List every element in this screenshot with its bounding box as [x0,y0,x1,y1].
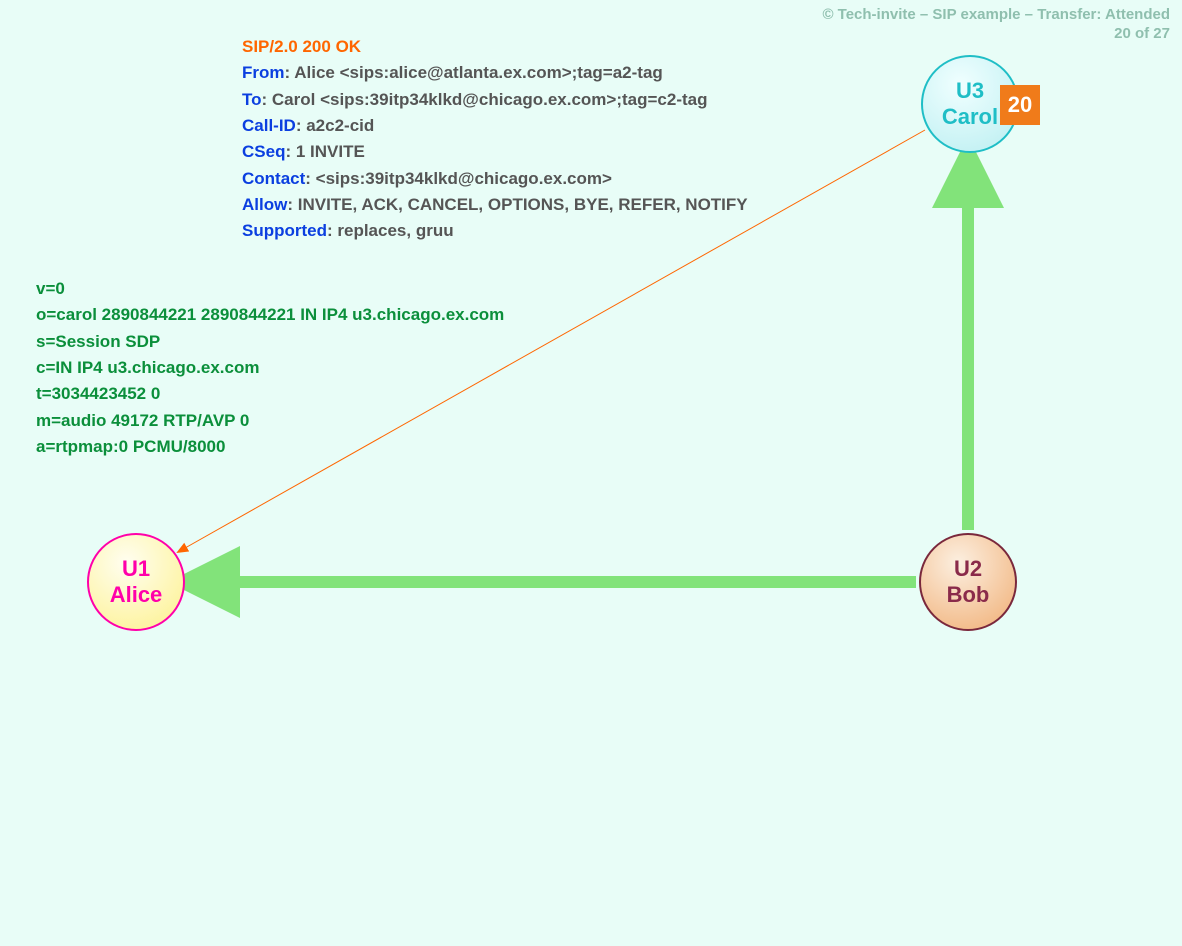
step-number-badge: 20 [1000,85,1040,125]
sip-header-block: SIP/2.0 200 OK From: Alice <sips:alice@a… [242,34,748,245]
node-u1-name: Alice [110,582,163,607]
sip-header-line: CSeq: 1 INVITE [242,139,748,165]
node-u3-name: Carol [942,104,998,129]
sip-header-value: : INVITE, ACK, CANCEL, OPTIONS, BYE, REF… [287,195,747,214]
sip-header-name: Allow [242,195,287,214]
node-u3-id: U3 [956,78,984,103]
sip-header-line: Allow: INVITE, ACK, CANCEL, OPTIONS, BYE… [242,192,748,218]
copyright-line2: 20 of 27 [822,25,1170,44]
sip-header-name: CSeq [242,142,285,161]
sip-header-value: : 1 INVITE [285,142,364,161]
diagram-stage: U1 Alice U2 Bob U3 Carol © Tech-invite –… [0,0,1182,946]
sip-header-line: To: Carol <sips:39itp34klkd@chicago.ex.c… [242,87,748,113]
node-u2-id: U2 [954,556,982,581]
sip-header-value: : replaces, gruu [327,221,454,240]
sip-header-value: : <sips:39itp34klkd@chicago.ex.com> [305,169,612,188]
sdp-line: t=3034423452 0 [36,381,504,407]
sip-header-value: : Carol <sips:39itp34klkd@chicago.ex.com… [262,90,708,109]
sip-header-value: : a2c2-cid [296,116,374,135]
node-u1-id: U1 [122,556,150,581]
sdp-line: a=rtpmap:0 PCMU/8000 [36,434,504,460]
sdp-block: v=0o=carol 2890844221 2890844221 IN IP4 … [36,276,504,460]
copyright: © Tech-invite – SIP example – Transfer: … [822,6,1170,44]
sip-status-line: SIP/2.0 200 OK [242,34,748,60]
step-number: 20 [1008,92,1032,118]
sdp-line: c=IN IP4 u3.chicago.ex.com [36,355,504,381]
sip-header-line: Call-ID: a2c2-cid [242,113,748,139]
sip-header-name: To [242,90,262,109]
sip-header-name: Call-ID [242,116,296,135]
sip-header-name: From [242,63,285,82]
copyright-line1: © Tech-invite – SIP example – Transfer: … [822,6,1170,25]
sip-header-name: Contact [242,169,305,188]
sip-header-value: : Alice <sips:alice@atlanta.ex.com>;tag=… [285,63,663,82]
sip-header-name: Supported [242,221,327,240]
sip-header-line: From: Alice <sips:alice@atlanta.ex.com>;… [242,60,748,86]
sdp-line: m=audio 49172 RTP/AVP 0 [36,408,504,434]
sdp-line: o=carol 2890844221 2890844221 IN IP4 u3.… [36,302,504,328]
sip-header-line: Supported: replaces, gruu [242,218,748,244]
sip-header-line: Contact: <sips:39itp34klkd@chicago.ex.co… [242,166,748,192]
sdp-line: v=0 [36,276,504,302]
node-u2-name: Bob [947,582,990,607]
sdp-line: s=Session SDP [36,329,504,355]
